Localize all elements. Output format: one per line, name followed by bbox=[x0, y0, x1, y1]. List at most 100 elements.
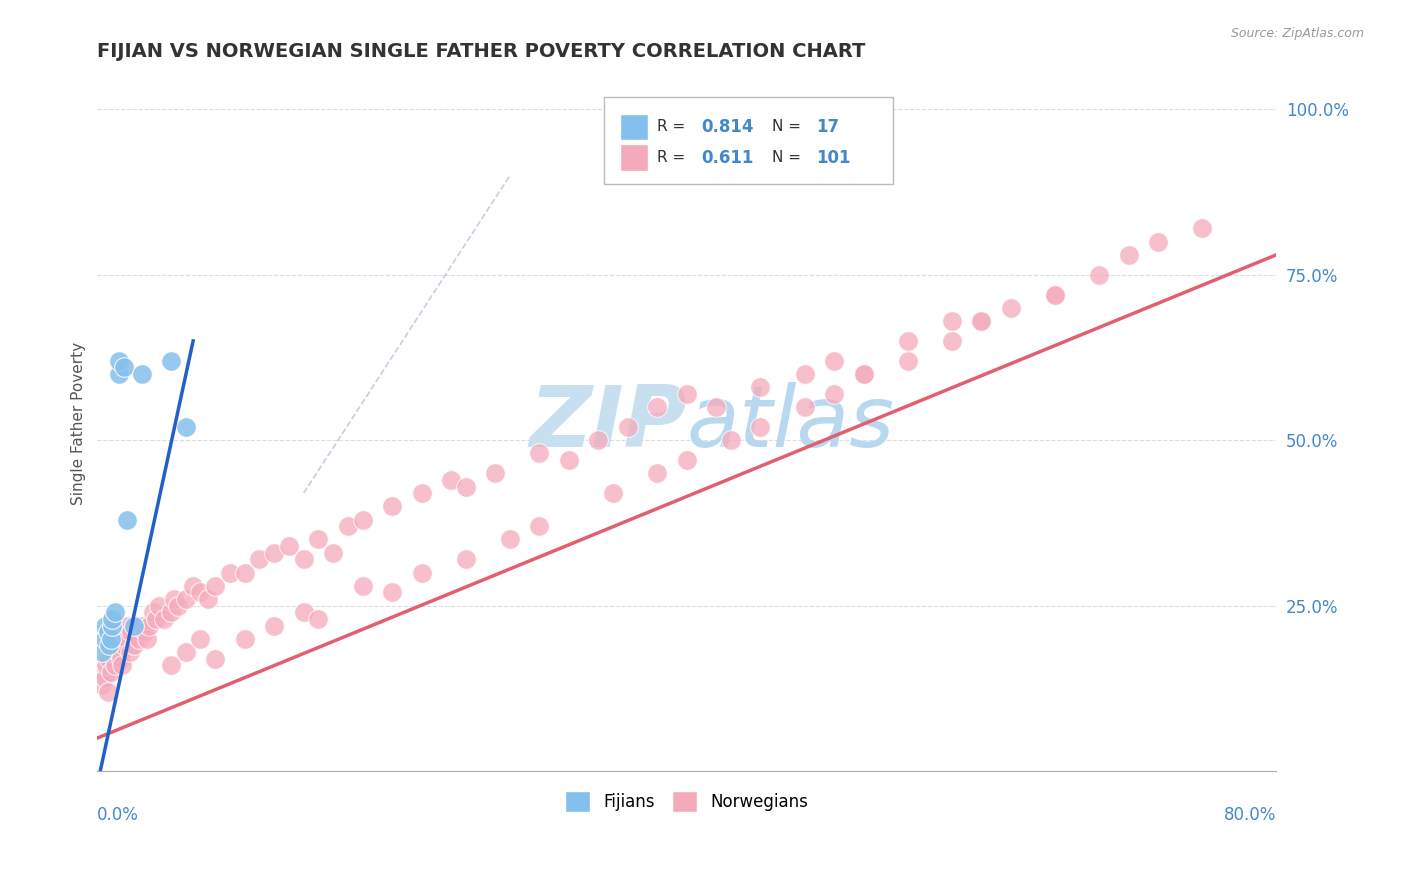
Text: 0.611: 0.611 bbox=[702, 148, 754, 167]
Point bbox=[108, 632, 131, 646]
Point bbox=[793, 367, 815, 381]
Bar bbox=[620, 145, 648, 170]
Point bbox=[558, 453, 581, 467]
Point bbox=[104, 658, 127, 673]
Point bbox=[97, 625, 120, 640]
Point bbox=[249, 552, 271, 566]
Point bbox=[749, 380, 772, 394]
Point bbox=[1118, 248, 1140, 262]
Point bbox=[112, 360, 135, 375]
Text: R =: R = bbox=[658, 120, 690, 135]
Point bbox=[120, 625, 142, 640]
Point bbox=[749, 420, 772, 434]
Text: ZIP: ZIP bbox=[529, 382, 686, 465]
Point bbox=[529, 519, 551, 533]
Point bbox=[720, 434, 742, 448]
Point bbox=[152, 612, 174, 626]
Point bbox=[602, 486, 624, 500]
Point bbox=[174, 420, 197, 434]
Point bbox=[970, 314, 993, 328]
Y-axis label: Single Father Poverty: Single Father Poverty bbox=[72, 343, 86, 505]
Point bbox=[588, 434, 610, 448]
Point bbox=[381, 585, 404, 599]
Point bbox=[117, 618, 139, 632]
Point bbox=[110, 651, 132, 665]
Point bbox=[1000, 301, 1022, 315]
Point bbox=[336, 519, 359, 533]
Point bbox=[440, 473, 463, 487]
Point bbox=[90, 678, 112, 692]
Point bbox=[204, 651, 226, 665]
Point bbox=[1043, 287, 1066, 301]
Point bbox=[118, 645, 141, 659]
Point bbox=[115, 632, 138, 646]
Point bbox=[897, 334, 920, 348]
Point bbox=[174, 645, 197, 659]
FancyBboxPatch shape bbox=[605, 97, 893, 184]
Point bbox=[181, 579, 204, 593]
Point bbox=[100, 665, 122, 679]
Point bbox=[645, 467, 668, 481]
Point bbox=[675, 387, 697, 401]
Point bbox=[111, 658, 134, 673]
Text: N =: N = bbox=[772, 120, 806, 135]
Legend: Fijians, Norwegians: Fijians, Norwegians bbox=[558, 785, 814, 818]
Point bbox=[115, 513, 138, 527]
Point bbox=[454, 479, 477, 493]
Point bbox=[93, 618, 115, 632]
Point bbox=[219, 566, 242, 580]
Text: atlas: atlas bbox=[686, 382, 894, 465]
Point bbox=[941, 314, 963, 328]
Point bbox=[142, 605, 165, 619]
Point bbox=[263, 546, 285, 560]
Text: R =: R = bbox=[658, 150, 690, 165]
Point bbox=[645, 400, 668, 414]
Point bbox=[617, 420, 640, 434]
Point bbox=[484, 467, 506, 481]
Point bbox=[897, 353, 920, 368]
Text: N =: N = bbox=[772, 150, 806, 165]
Point bbox=[163, 592, 186, 607]
Point bbox=[190, 632, 212, 646]
Point bbox=[941, 334, 963, 348]
Point bbox=[411, 486, 433, 500]
Text: 0.814: 0.814 bbox=[702, 118, 754, 136]
Text: 0.0%: 0.0% bbox=[97, 805, 139, 824]
Point bbox=[277, 539, 299, 553]
Point bbox=[93, 632, 115, 646]
Point bbox=[322, 546, 344, 560]
Point bbox=[104, 605, 127, 619]
Point bbox=[233, 632, 256, 646]
Point bbox=[1191, 221, 1213, 235]
Point bbox=[98, 651, 121, 665]
Point bbox=[114, 625, 136, 640]
Text: 17: 17 bbox=[817, 118, 839, 136]
Point bbox=[167, 599, 190, 613]
Point bbox=[352, 513, 374, 527]
Point bbox=[499, 533, 522, 547]
Point bbox=[675, 453, 697, 467]
Point bbox=[98, 639, 121, 653]
Bar bbox=[620, 114, 648, 140]
Point bbox=[307, 533, 329, 547]
Point bbox=[160, 353, 183, 368]
Point bbox=[197, 592, 219, 607]
Point bbox=[411, 566, 433, 580]
Point bbox=[100, 632, 122, 646]
Point bbox=[970, 314, 993, 328]
Point bbox=[148, 599, 170, 613]
Point bbox=[122, 639, 145, 653]
Point bbox=[160, 658, 183, 673]
Point bbox=[101, 618, 124, 632]
Point bbox=[160, 605, 183, 619]
Point bbox=[101, 645, 124, 659]
Point bbox=[90, 645, 112, 659]
Point bbox=[128, 632, 150, 646]
Point bbox=[127, 618, 149, 632]
Point bbox=[97, 684, 120, 698]
Point bbox=[91, 665, 114, 679]
Point bbox=[352, 579, 374, 593]
Point bbox=[145, 612, 167, 626]
Point bbox=[101, 612, 124, 626]
Point bbox=[233, 566, 256, 580]
